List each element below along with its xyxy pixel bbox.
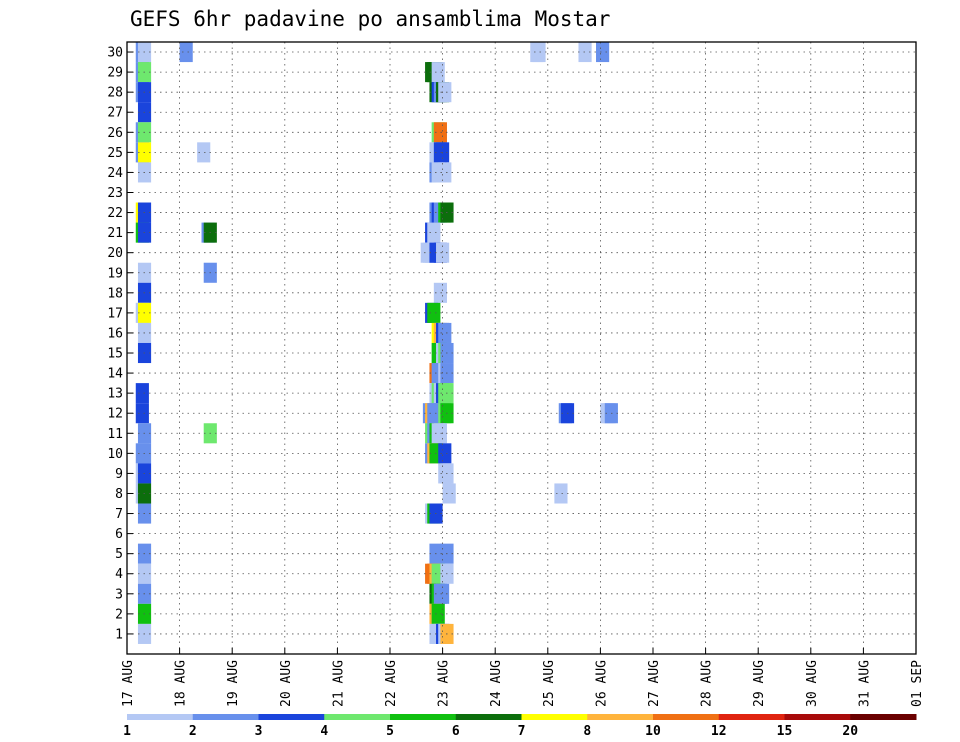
y-tick-label: 9 <box>115 467 123 482</box>
colorbar-label: 15 <box>777 724 793 739</box>
y-tick-label: 13 <box>107 387 123 402</box>
colorbar-swatch <box>521 714 588 720</box>
x-tick-label: 29 AUG <box>752 660 767 707</box>
y-tick-label: 17 <box>107 306 123 321</box>
y-tick-label: 5 <box>115 547 123 562</box>
y-tick-label: 1 <box>115 627 123 642</box>
colorbar-swatch <box>258 714 325 720</box>
x-tick-label: 25 AUG <box>542 660 557 707</box>
x-tick-label: 22 AUG <box>384 660 399 707</box>
heatmap-cell <box>433 282 447 303</box>
y-tick-label: 4 <box>115 567 123 582</box>
x-axis-ticks: 17 AUG 18 AUG 19 AUG 20 AUG 21 AUG 22 AUG 23 A… <box>121 648 925 707</box>
x-tick-label: 01 SEP <box>910 660 925 707</box>
y-tick-label: 24 <box>107 166 123 181</box>
heatmap-cell <box>532 42 546 63</box>
y-axis-ticks: 1234567891011121314151617181920212223242… <box>107 46 133 642</box>
y-tick-label: 29 <box>107 66 123 81</box>
y-tick-label: 3 <box>115 587 123 602</box>
chart-title: GEFS 6hr padavine po ansamblima Mostar <box>130 7 610 31</box>
colorbar-label: 4 <box>320 724 328 739</box>
heatmap-cell <box>436 242 450 263</box>
dotted-grid <box>127 42 916 654</box>
y-tick-label: 11 <box>107 427 123 442</box>
x-tick-label: 21 AUG <box>331 660 346 707</box>
y-tick-label: 6 <box>115 527 123 542</box>
heatmap-cell <box>427 222 441 243</box>
colorbar-swatch <box>192 714 259 720</box>
colorbar-label: 3 <box>255 724 263 739</box>
y-tick-label: 25 <box>107 146 123 161</box>
x-tick-label: 26 AUG <box>594 660 609 707</box>
colorbar-swatch <box>324 714 391 720</box>
colorbar-swatch <box>653 714 720 720</box>
x-tick-label: 20 AUG <box>279 660 294 707</box>
heatmap-cell <box>438 443 452 464</box>
y-tick-label: 8 <box>115 487 123 502</box>
colorbar-label: 10 <box>645 724 661 739</box>
heatmap-cell <box>438 82 452 103</box>
x-tick-label: 18 AUG <box>174 660 189 707</box>
x-tick-label: 27 AUG <box>647 660 662 707</box>
colorbar-label: 12 <box>711 724 727 739</box>
heatmap-cell <box>438 162 452 183</box>
x-tick-label: 28 AUG <box>700 660 715 707</box>
heatmap-cell <box>433 423 447 444</box>
colorbar-swatch <box>587 714 654 720</box>
x-tick-label: 19 AUG <box>226 660 241 707</box>
y-tick-label: 14 <box>107 367 123 382</box>
heatmap-cell <box>436 583 450 604</box>
heatmap-cell <box>179 42 193 63</box>
heatmap-cell <box>431 603 445 624</box>
colorbar-label: 7 <box>518 724 526 739</box>
colorbar-swatch <box>390 714 457 720</box>
heatmap-cell <box>427 302 441 323</box>
y-tick-label: 22 <box>107 206 123 221</box>
heatmap-cell <box>554 483 568 504</box>
y-tick-label: 26 <box>107 126 123 141</box>
x-tick-label: 30 AUG <box>805 660 820 707</box>
y-tick-label: 20 <box>107 246 123 261</box>
colorbar: 1 2 3 4 5 6 7 8 10 12 15 20 <box>123 714 917 739</box>
colorbar-label: 20 <box>842 724 858 739</box>
colorbar-swatch <box>455 714 522 720</box>
heatmap-cell <box>433 122 447 143</box>
x-tick-label: 31 AUG <box>857 660 872 707</box>
x-tick-label: 17 AUG <box>121 660 136 707</box>
y-tick-label: 7 <box>115 507 123 522</box>
colorbar-label: 8 <box>583 724 591 739</box>
y-tick-label: 21 <box>107 226 123 241</box>
heatmap-cell <box>596 42 610 63</box>
colorbar-swatch <box>127 714 194 720</box>
heatmap-cell <box>578 42 592 63</box>
y-tick-label: 30 <box>107 46 123 61</box>
y-tick-label: 27 <box>107 106 123 121</box>
y-tick-label: 10 <box>107 447 123 462</box>
y-tick-label: 16 <box>107 326 123 341</box>
colorbar-label: 2 <box>189 724 197 739</box>
y-tick-label: 28 <box>107 86 123 101</box>
heatmap-cell <box>135 403 149 424</box>
y-tick-label: 18 <box>107 286 123 301</box>
plot-frame <box>126 41 917 655</box>
y-tick-label: 12 <box>107 407 123 422</box>
heatmap-cell <box>135 383 149 404</box>
x-tick-label: 23 AUG <box>437 660 452 707</box>
y-tick-label: 2 <box>115 607 123 622</box>
colorbar-label: 6 <box>452 724 460 739</box>
colorbar-swatch <box>784 714 851 720</box>
heatmap-cell <box>442 483 456 504</box>
y-tick-label: 15 <box>107 347 123 362</box>
colorbar-swatch <box>850 714 917 720</box>
heatmap-cell <box>197 142 211 163</box>
colorbar-swatch <box>718 714 785 720</box>
heatmap-cell <box>438 322 452 343</box>
heatmap-cell <box>431 62 445 83</box>
colorbar-label: 1 <box>123 724 131 739</box>
y-tick-label: 19 <box>107 266 123 281</box>
y-tick-label: 23 <box>107 186 123 201</box>
x-tick-label: 24 AUG <box>489 660 504 707</box>
colorbar-label: 5 <box>386 724 394 739</box>
